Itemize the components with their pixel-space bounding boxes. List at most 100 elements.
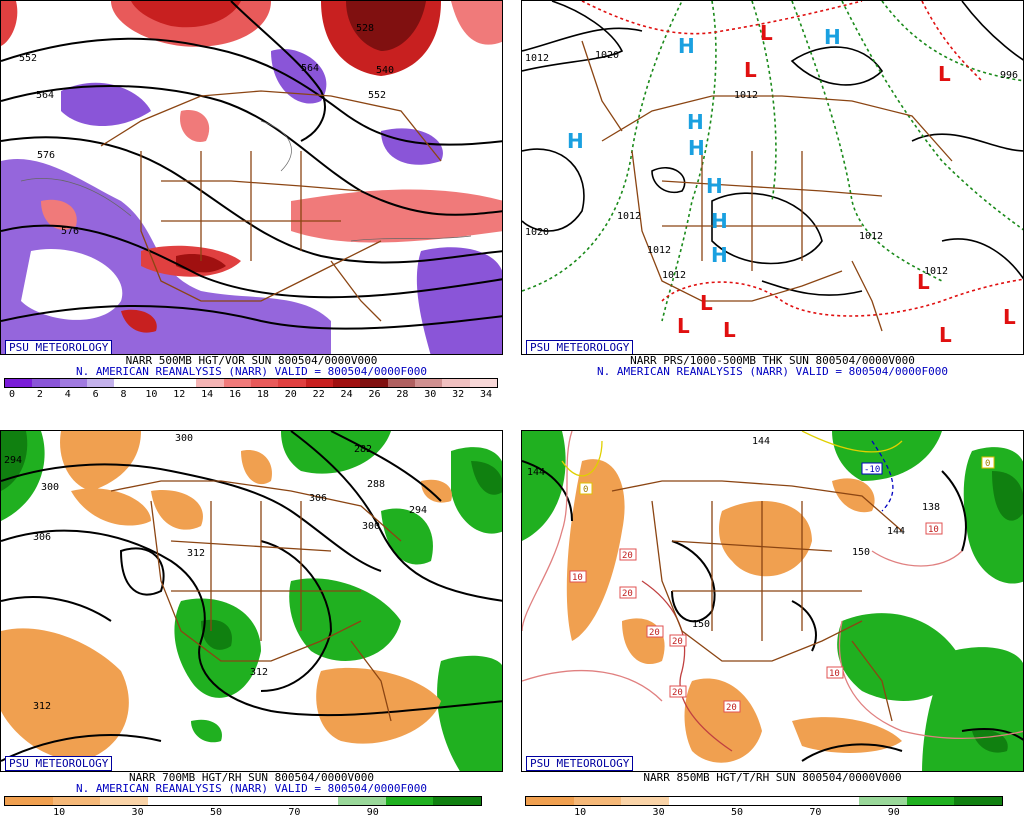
colorbar-swatch: [385, 797, 434, 805]
svg-text:1020: 1020: [595, 50, 619, 61]
colorbar-swatch: [223, 379, 251, 387]
svg-text:1012: 1012: [525, 53, 549, 64]
map-frame: 144 150 144 138 150 144 10 20 20 20 20 2…: [521, 430, 1024, 772]
svg-text:996: 996: [1000, 70, 1018, 81]
colorbar-tick-label: 14: [201, 389, 214, 400]
panel-subtitle: N. AMERICAN REANALYSIS (NARR) VALID = 80…: [76, 782, 427, 795]
svg-text:1012: 1012: [662, 270, 686, 281]
svg-text:20: 20: [649, 628, 660, 638]
colorbar-swatch: [469, 379, 497, 387]
colorbar-tick-label: 28: [396, 389, 409, 400]
map-frame: H H H H H H H H L L L L L L L L L 1012: [521, 0, 1024, 355]
panel-850mb-temp-rh: 144 150 144 138 150 144 10 20 20 20 20 2…: [521, 430, 1024, 819]
colorbar-tick-label: 70: [288, 807, 301, 818]
svg-text:20: 20: [672, 688, 683, 698]
svg-text:20: 20: [672, 637, 683, 647]
svg-text:L: L: [917, 270, 930, 294]
svg-text:564: 564: [301, 63, 319, 74]
panel-subtitle: N. AMERICAN REANALYSIS (NARR) VALID = 80…: [76, 365, 427, 378]
svg-text:1020: 1020: [525, 227, 549, 238]
colorbar-swatch: [100, 797, 148, 805]
svg-text:1012: 1012: [734, 90, 758, 101]
svg-text:306: 306: [33, 532, 51, 543]
colorbar-tick-label: 32: [452, 389, 465, 400]
colorbar-tick-label: 70: [809, 807, 822, 818]
colorbar-tick-label: 16: [229, 389, 242, 400]
svg-text:10: 10: [572, 573, 583, 583]
svg-text:10: 10: [829, 669, 840, 679]
pressure-map: H H H H H H H H L L L L L L L L L 1012: [522, 1, 1023, 347]
rh-colorbar-ticks: 10 30 50 70 90: [4, 807, 482, 819]
colorbar-swatch: [196, 379, 224, 387]
svg-text:564: 564: [36, 90, 54, 101]
colorbar-swatch: [5, 797, 53, 805]
svg-text:H: H: [567, 129, 584, 153]
colorbar-tick-label: 24: [340, 389, 353, 400]
svg-text:144: 144: [887, 526, 905, 537]
svg-text:H: H: [706, 174, 723, 198]
svg-text:L: L: [1003, 305, 1016, 329]
colorbar-swatch: [360, 379, 388, 387]
colorbar-swatch: [250, 379, 279, 387]
svg-text:H: H: [711, 209, 728, 233]
colorbar-tick-label: 10: [574, 807, 587, 818]
svg-text:L: L: [723, 318, 736, 342]
svg-text:312: 312: [33, 701, 51, 712]
colorbar-swatch: [114, 379, 142, 387]
svg-text:294: 294: [409, 505, 427, 516]
panel-subtitle: N. AMERICAN REANALYSIS (NARR) VALID = 80…: [597, 365, 948, 378]
colorbar-swatch: [5, 379, 33, 387]
panel-title: NARR 500MB HGT/VOR SUN 800504/0000V000: [125, 354, 378, 367]
svg-text:294: 294: [4, 455, 22, 466]
svg-text:138: 138: [922, 502, 940, 513]
colorbar-tick-label: 8: [120, 389, 127, 400]
colorbar-swatch: [859, 797, 907, 805]
svg-text:576: 576: [37, 150, 55, 161]
svg-text:H: H: [678, 34, 695, 58]
colorbar-tick-label: 26: [368, 389, 381, 400]
svg-text:0: 0: [985, 459, 990, 469]
colorbar-swatch: [338, 797, 386, 805]
colorbar-swatch: [387, 379, 415, 387]
rh-700-map: 300 294 300 306 312 312 312 306 300 288 …: [1, 431, 502, 771]
svg-text:20: 20: [622, 551, 633, 561]
colorbar-swatch: [442, 379, 470, 387]
svg-text:L: L: [939, 323, 952, 347]
svg-text:300: 300: [362, 521, 380, 532]
vorticity-colorbar-ticks: 0 2 4 6 8 10 12 14 16 18 20 22 24 26 28 30 32 34: [4, 389, 498, 401]
colorbar-tick-label: 2: [36, 389, 43, 400]
svg-text:300: 300: [175, 433, 193, 444]
colorbar-tick-label: 6: [92, 389, 99, 400]
colorbar-swatch: [954, 797, 1002, 805]
panel-title: NARR 850MB HGT/T/RH SUN 800504/0000V000: [643, 771, 902, 784]
svg-text:H: H: [688, 136, 705, 160]
colorbar-tick-label: 34: [479, 389, 493, 400]
colorbar-tick-label: 30: [131, 807, 144, 818]
svg-text:L: L: [677, 314, 690, 338]
rh-colorbar: [525, 796, 1003, 806]
colorbar-tick-label: 90: [366, 807, 379, 818]
psu-meteorology-badge: PSU METEOROLOGY: [5, 340, 113, 354]
colorbar-tick-label: 20: [284, 389, 297, 400]
colorbar-swatch: [195, 797, 243, 805]
panel-title: NARR PRS/1000-500MB THK SUN 800504/0000V…: [630, 354, 915, 367]
svg-text:L: L: [700, 291, 713, 315]
rh-colorbar: [4, 796, 482, 806]
colorbar-swatch: [305, 379, 333, 387]
svg-text:312: 312: [187, 548, 205, 559]
colorbar-swatch: [242, 797, 291, 805]
colorbar-tick-label: 50: [209, 807, 222, 818]
colorbar-swatch: [716, 797, 764, 805]
vorticity-colorbar: [4, 378, 498, 388]
svg-text:144: 144: [527, 467, 545, 478]
colorbar-tick-label: 12: [173, 389, 186, 400]
colorbar-tick-label: 30: [652, 807, 665, 818]
svg-text:150: 150: [692, 619, 710, 630]
colorbar-swatch: [811, 797, 860, 805]
rh-colorbar-ticks: 10 30 50 70 90: [525, 807, 1003, 819]
svg-text:-10: -10: [864, 465, 880, 475]
colorbar-swatch: [763, 797, 812, 805]
colorbar-swatch: [32, 379, 60, 387]
colorbar-tick-label: 50: [730, 807, 743, 818]
svg-text:20: 20: [622, 589, 633, 599]
